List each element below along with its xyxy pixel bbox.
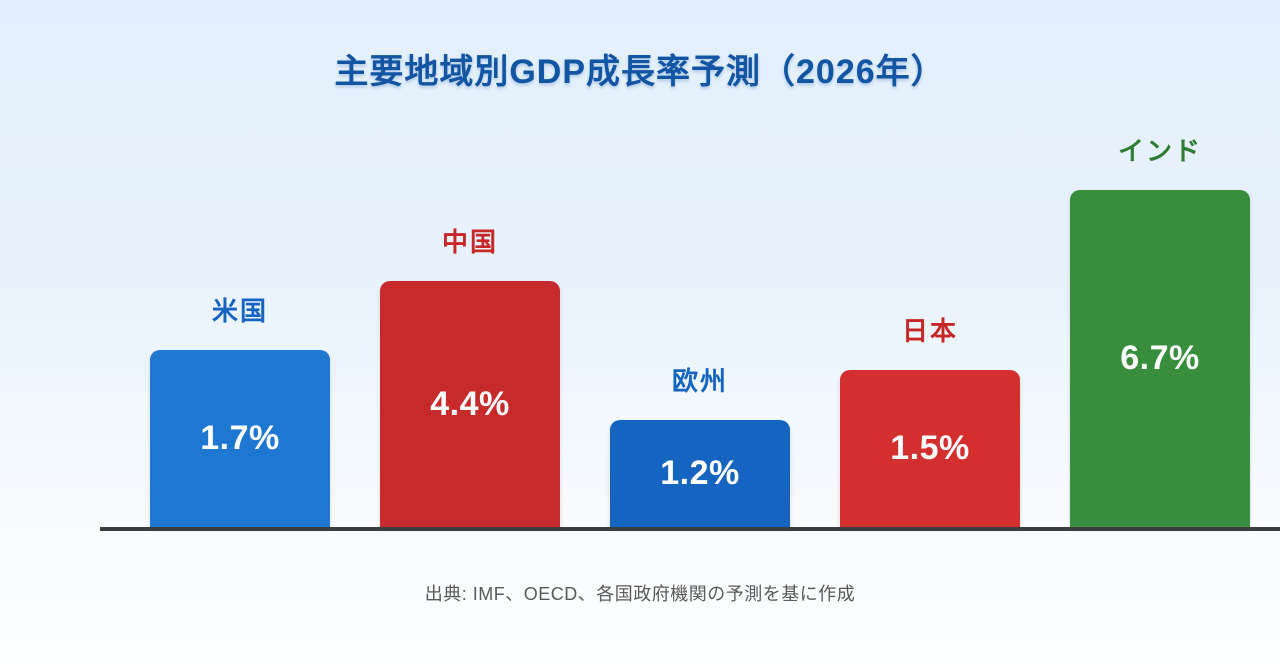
bar-group-china: 中国 4.4% bbox=[380, 222, 560, 527]
bar-group-japan: 日本 1.5% bbox=[840, 311, 1020, 527]
x-axis-line bbox=[100, 527, 1280, 531]
bar-group-india: インド 6.7% bbox=[1070, 131, 1250, 527]
bar-label-india: インド bbox=[1117, 136, 1202, 166]
bar-value-usa: 1.7% bbox=[200, 419, 280, 457]
bar-label-japan: 日本 bbox=[901, 316, 958, 346]
bar-japan: 1.5% bbox=[840, 370, 1020, 527]
bar-value-japan: 1.5% bbox=[890, 429, 970, 467]
source-note: 出典: IMF、OECD、各国政府機関の予測を基に作成 bbox=[424, 584, 856, 604]
bar-value-china: 4.4% bbox=[430, 384, 510, 423]
chart-title: 主要地域別GDP成長率予測（2026年） bbox=[334, 53, 946, 91]
bar-label-europe: 欧州 bbox=[671, 366, 728, 396]
bar-usa: 1.7% bbox=[150, 350, 330, 527]
bar-value-europe: 1.2% bbox=[660, 454, 740, 492]
bar-label-china: 中国 bbox=[441, 227, 498, 257]
bar-value-india: 6.7% bbox=[1120, 339, 1200, 377]
bar-group-usa: 米国 1.7% bbox=[150, 291, 330, 527]
bar-label-usa: 米国 bbox=[211, 296, 268, 326]
bar-india: 6.7% bbox=[1070, 190, 1250, 527]
bar-group-europe: 欧州 1.2% bbox=[610, 361, 790, 527]
bar-china: 4.4% bbox=[380, 281, 560, 527]
bar-europe: 1.2% bbox=[610, 420, 790, 527]
